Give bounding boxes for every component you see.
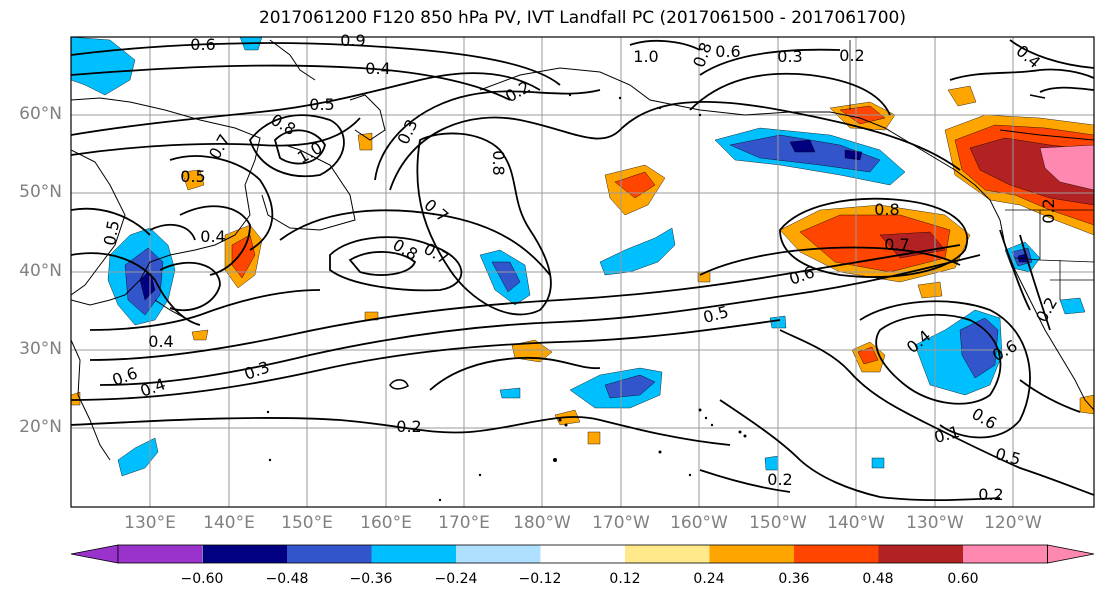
lon-label: 130°E [124, 513, 176, 533]
fill-red-s4 [857, 346, 879, 365]
lat-label: 40°N [19, 261, 62, 281]
lon-label: 150°E [281, 513, 333, 533]
lon-label: 140°E [203, 513, 255, 533]
fill-orange-ak-small [947, 85, 977, 107]
colorbar-extension-low [70, 544, 119, 564]
colorbar [70, 544, 1095, 564]
contour-label: 0.2 [396, 417, 421, 436]
anomaly-fill-regions [71, 37, 1094, 477]
contour-label: 1.0 [633, 47, 658, 66]
small-contour-bits [389, 94, 1046, 390]
fill-pink-canada [1039, 144, 1094, 191]
fill-orange-s8 [191, 329, 209, 341]
lon-label: 120°W [984, 513, 1042, 533]
colorbar-tick-label: −0.12 [518, 571, 562, 587]
contour-label: 0.2 [978, 485, 1003, 504]
fill-darkblue-subtrop-w [491, 261, 521, 293]
colorbar-segment [963, 545, 1048, 563]
fill-crimson-ne-pac [879, 231, 946, 259]
colorbar-tick-label: −0.48 [265, 571, 309, 587]
fill-darkblue-subtrop-c [604, 374, 656, 399]
contour-label: 0.6 [190, 35, 215, 54]
colorbar-segment [118, 545, 202, 563]
contour-label: 0.5 [180, 167, 205, 186]
contour-label: 0.7 [884, 235, 909, 254]
map-frame [70, 36, 1095, 508]
lat-label: 20°N [19, 417, 62, 437]
lon-label: 150°W [749, 513, 807, 533]
fill-blue-far-e [1059, 297, 1086, 315]
contour-label: 0.9 [340, 31, 365, 50]
fill-navy-japan [139, 269, 156, 301]
contour-label: 0.3 [777, 47, 802, 66]
fill-orange-okhotsk [357, 132, 373, 151]
colorbar-tick-label: −0.24 [434, 571, 478, 587]
fill-orange-s7 [364, 311, 379, 321]
colorbar-segment [794, 545, 879, 563]
fill-orange-s3 [587, 431, 601, 445]
contour-label: 0.2 [767, 470, 792, 489]
lon-label: 160°E [360, 513, 412, 533]
contour-label: 0.2 [839, 46, 864, 65]
fill-blue-tiny2 [499, 387, 521, 399]
contour-label: 0.4 [148, 332, 173, 351]
colorbar-tick-label: 0.12 [609, 571, 641, 587]
colorbar-segment [709, 545, 794, 563]
colorbar-segment [540, 545, 625, 563]
lon-label: 170°W [592, 513, 650, 533]
coastlines [71, 39, 1094, 461]
contour-label: 0.4 [365, 59, 390, 78]
fill-orange-s6 [1079, 394, 1094, 415]
lon-label: 160°W [670, 513, 728, 533]
colorbar-extension-high [1047, 544, 1095, 564]
lat-label: 30°N [19, 339, 62, 359]
fill-red-japan [231, 234, 256, 279]
fill-darkblue-aleutian [729, 134, 881, 173]
fill-blue-nw [71, 37, 136, 96]
colorbar-segment [371, 545, 456, 563]
contour-label: 0.8 [489, 150, 508, 175]
contour-label: 0.5 [100, 219, 123, 247]
lon-label: 140°W [827, 513, 885, 533]
colorbar-segment [202, 545, 287, 563]
colorbar-tick-label: −0.36 [349, 571, 393, 587]
colorbar-segment [625, 545, 710, 563]
pv-contours [71, 39, 1094, 502]
lon-label: 130°W [906, 513, 964, 533]
colorbar-segment [456, 545, 541, 563]
lat-label: 60°N [19, 104, 62, 124]
fill-blue-tiny3 [764, 455, 779, 471]
contour-label: 0.2 [1039, 198, 1058, 223]
fill-blue-mid [599, 227, 676, 276]
colorbar-tick-label: 0.48 [862, 571, 894, 587]
colorbar-tick-label: 0.60 [947, 571, 979, 587]
colorbar-tick-label: 0.24 [693, 571, 725, 587]
fill-blue-tiny4 [871, 457, 885, 469]
colorbar-frame [117, 544, 1048, 564]
fill-navy-coast [1017, 253, 1028, 263]
colorbar-segment [287, 545, 372, 563]
graticule [71, 37, 1094, 507]
colorbar-segment [878, 545, 963, 563]
map-title: 2017061200 F120 850 hPa PV, IVT Landfall… [258, 8, 906, 28]
colorbar-tick-label: 0.36 [778, 571, 810, 587]
fill-blue-sw [117, 437, 159, 477]
state-borders [849, 40, 1094, 300]
colorbar-tick-label: −0.60 [180, 571, 224, 587]
lon-label: 180°W [513, 513, 571, 533]
contour-label: 0.4 [200, 227, 225, 246]
lat-label: 50°N [19, 182, 62, 202]
fill-orange-kamchatka [181, 169, 205, 191]
lon-label: 170°E [438, 513, 490, 533]
contour-label: 0.5 [309, 95, 334, 114]
contour-label: 0.6 [715, 42, 740, 61]
fill-orange-ne-small [917, 281, 943, 299]
islands [266, 93, 747, 502]
contour-label: 0.8 [874, 200, 899, 219]
